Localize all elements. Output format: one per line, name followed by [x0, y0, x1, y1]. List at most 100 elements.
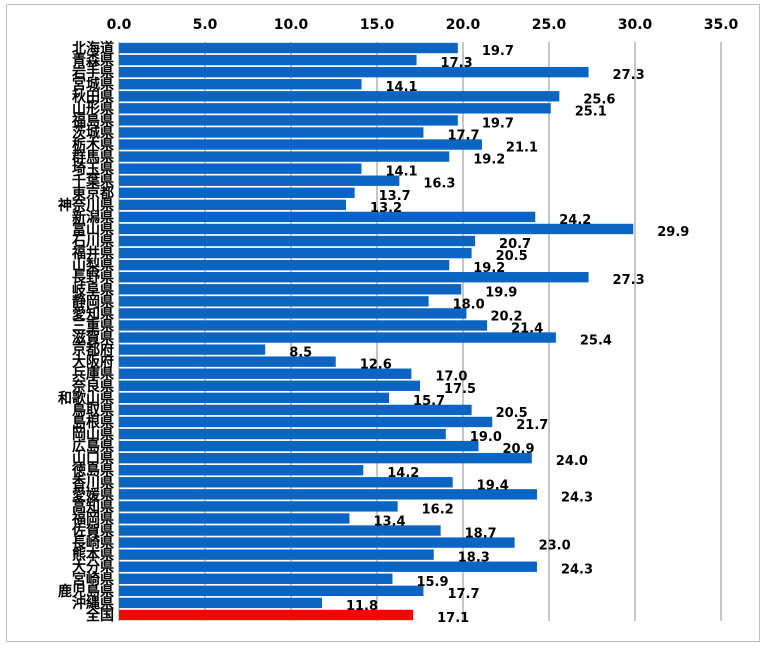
- data-label: 25.6: [583, 92, 615, 107]
- data-label: 21.7: [516, 418, 548, 433]
- category-label: 京都府: [72, 342, 114, 359]
- bar: [119, 175, 400, 186]
- bar: [119, 199, 347, 211]
- data-label: 14.1: [386, 165, 418, 180]
- category-label: 山梨県: [72, 257, 114, 274]
- category-label: 福井県: [71, 245, 114, 262]
- data-label: 16.3: [423, 177, 455, 192]
- category-label: 長野県: [72, 270, 114, 286]
- bar: [119, 513, 350, 524]
- category-label: 大分県: [72, 559, 114, 576]
- data-label: 15.9: [416, 575, 448, 590]
- category-label: 北海道: [72, 40, 114, 57]
- data-label: 20.5: [496, 406, 528, 421]
- bar: [119, 597, 322, 609]
- data-label: 20.9: [502, 442, 534, 457]
- bar: [119, 537, 515, 548]
- category-label: 兵庫県: [72, 366, 114, 383]
- data-label: 17.5: [444, 382, 476, 397]
- category-label: 全国: [85, 607, 114, 624]
- data-label: 24.0: [556, 454, 588, 469]
- bar: [119, 66, 589, 78]
- category-labels: 北海道青森県岩手県宮城県秋田県山形県福島県茨城県栃木県群馬県埼玉県千葉県東京都神…: [57, 40, 114, 624]
- category-label: 福岡県: [71, 510, 114, 527]
- bar: [119, 151, 450, 162]
- category-label: 岡山県: [72, 427, 114, 443]
- data-label: 29.9: [657, 225, 689, 240]
- bar: [119, 489, 537, 500]
- bar: [119, 344, 266, 355]
- data-label: 17.0: [435, 370, 467, 385]
- data-label: 17.7: [447, 587, 479, 602]
- bar: [119, 284, 462, 295]
- bar: [119, 501, 398, 512]
- bar-chart: 0.0 5.0 10.0 15.0 20.0 25.0 30.0 35.0 北海道青森県岩手県…: [57, 17, 739, 626]
- bar: [119, 416, 493, 428]
- data-label: 19.2: [473, 153, 505, 168]
- bar: [119, 392, 390, 404]
- data-label: 24.2: [559, 213, 591, 228]
- category-label: 高知県: [72, 498, 114, 515]
- bar: [119, 235, 476, 247]
- data-label: 12.6: [360, 358, 392, 373]
- bar: [119, 54, 417, 66]
- x-tick-label: 5.0: [193, 17, 218, 33]
- bar: [119, 561, 537, 572]
- data-label: 20.2: [490, 309, 522, 324]
- x-tick-label: 20.0: [446, 17, 481, 33]
- category-label: 福島県: [71, 112, 114, 129]
- bar: [119, 320, 488, 331]
- bar: [119, 368, 412, 379]
- bar: [119, 452, 532, 464]
- x-tick-label: 30.0: [618, 17, 653, 33]
- data-label: 20.5: [496, 249, 528, 264]
- data-label: 21.1: [506, 141, 538, 156]
- category-label: 石川県: [71, 234, 114, 250]
- bar: [119, 79, 362, 90]
- data-label: 27.3: [613, 273, 645, 288]
- data-label: 17.3: [441, 56, 473, 71]
- bar: [119, 42, 458, 54]
- bar: [119, 103, 551, 114]
- data-label: 19.9: [485, 285, 517, 300]
- data-label: 19.7: [482, 116, 514, 131]
- data-label: 19.7: [482, 44, 514, 59]
- x-tick-label: 0.0: [107, 17, 132, 33]
- bar: [119, 585, 424, 597]
- bar: [119, 223, 634, 235]
- category-label: 広島県: [72, 438, 114, 455]
- category-label: 千葉県: [72, 173, 114, 190]
- category-label: 岐阜県: [72, 281, 114, 298]
- category-label: 大阪府: [72, 354, 114, 371]
- bar: [119, 428, 446, 440]
- x-tick-label: 25.0: [532, 17, 567, 33]
- category-label: 秋田県: [72, 88, 114, 105]
- category-label: 愛媛県: [72, 486, 114, 503]
- x-tick-label: 15.0: [360, 17, 395, 33]
- data-label: 25.4: [580, 334, 612, 349]
- category-label: 三重県: [72, 317, 114, 334]
- data-label: 20.7: [499, 237, 531, 252]
- data-label: 11.8: [346, 599, 378, 614]
- x-tick-label: 10.0: [274, 17, 309, 33]
- bar: [119, 308, 467, 319]
- bar: [119, 272, 589, 283]
- data-label: 23.0: [539, 539, 571, 554]
- bar: [119, 380, 420, 391]
- data-label: 16.2: [422, 502, 454, 517]
- bar: [119, 211, 536, 223]
- data-label: 19.0: [470, 430, 502, 445]
- category-label: 長崎県: [72, 535, 114, 552]
- data-label: 13.7: [379, 189, 411, 204]
- data-label: 27.3: [613, 68, 645, 83]
- category-label: 鳥取県: [72, 402, 114, 419]
- category-label: 宮城県: [72, 76, 114, 93]
- bar: [119, 525, 441, 536]
- data-label: 18.0: [453, 297, 485, 312]
- bar: [119, 573, 393, 584]
- data-label: 19.4: [477, 478, 509, 493]
- data-label: 21.4: [511, 321, 543, 336]
- category-label: 徳島県: [71, 462, 114, 479]
- data-label: 25.1: [575, 104, 607, 119]
- data-label: 8.5: [289, 346, 312, 361]
